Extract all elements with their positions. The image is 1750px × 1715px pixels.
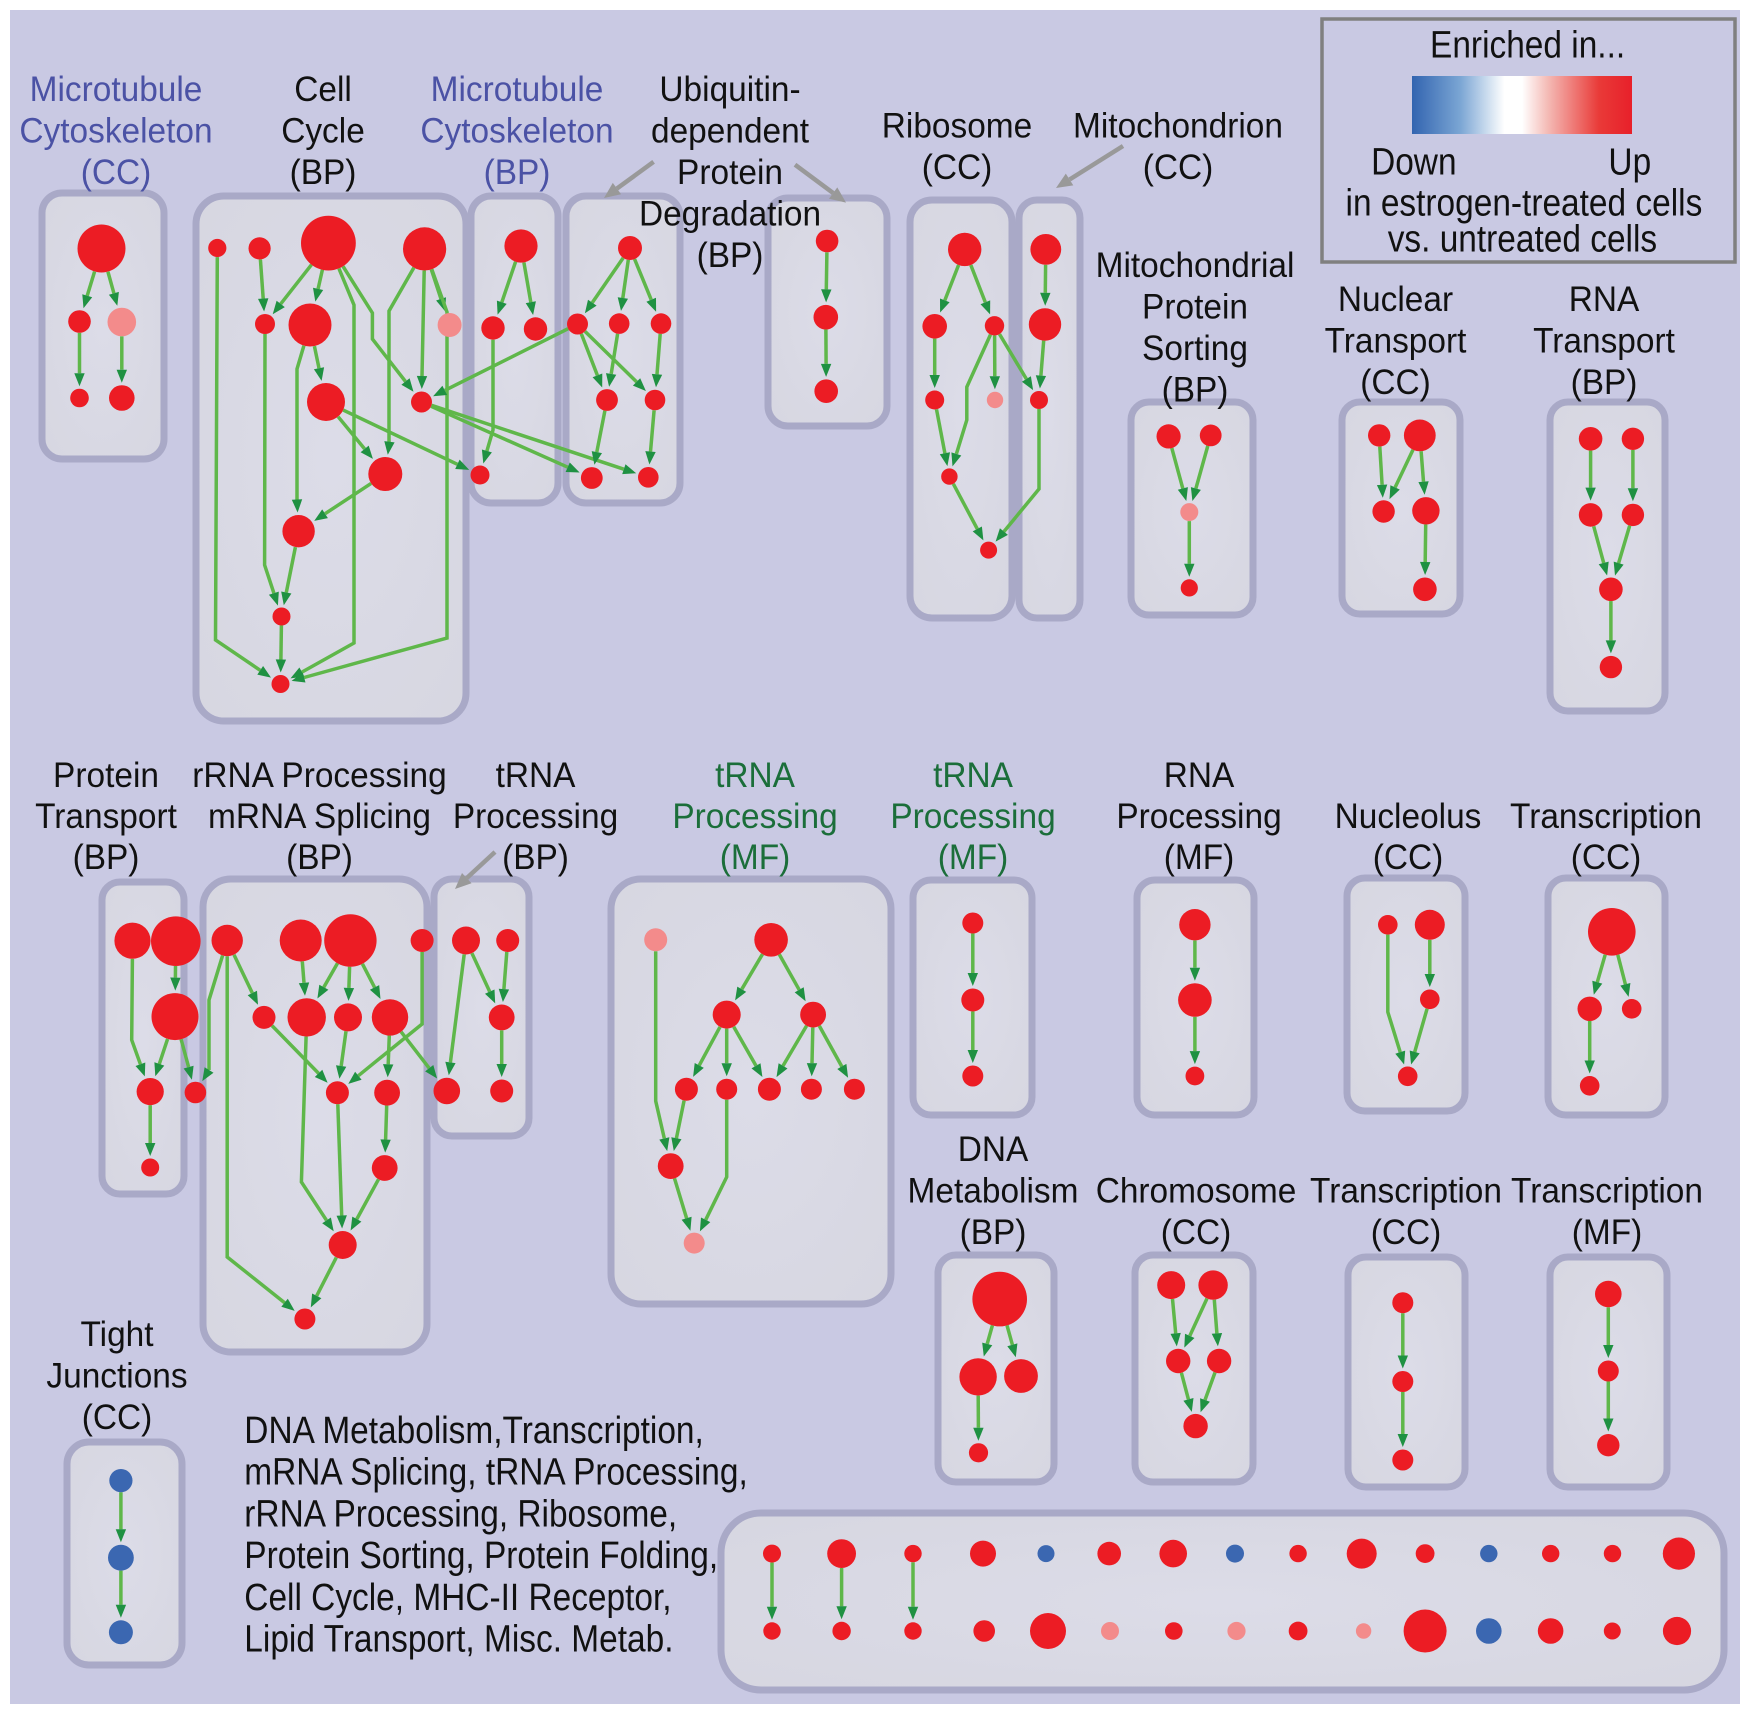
svg-text:Mitochondrial: Mitochondrial bbox=[1096, 246, 1295, 285]
svg-text:(BP): (BP) bbox=[290, 153, 357, 192]
svg-text:Processing: Processing bbox=[672, 797, 837, 836]
svg-text:Ribosome: Ribosome bbox=[882, 107, 1032, 146]
svg-text:Mitochondrion: Mitochondrion bbox=[1073, 107, 1283, 146]
svg-text:in estrogen-treated cells: in estrogen-treated cells bbox=[1346, 181, 1703, 223]
svg-text:mRNA Splicing: mRNA Splicing bbox=[208, 797, 431, 836]
svg-text:Transport: Transport bbox=[35, 797, 177, 836]
svg-text:Down: Down bbox=[1371, 141, 1456, 183]
svg-text:(MF): (MF) bbox=[938, 838, 1009, 877]
svg-text:(BP): (BP) bbox=[484, 153, 551, 192]
svg-text:(BP): (BP) bbox=[286, 838, 353, 877]
svg-text:Cell: Cell bbox=[294, 70, 352, 109]
svg-text:Transport: Transport bbox=[1325, 322, 1467, 361]
svg-text:Processing: Processing bbox=[1116, 797, 1281, 836]
svg-text:Cytoskeleton: Cytoskeleton bbox=[420, 112, 613, 151]
svg-text:RNA: RNA bbox=[1164, 756, 1235, 795]
svg-text:(CC): (CC) bbox=[1161, 1213, 1232, 1252]
svg-text:rRNA Processing: rRNA Processing bbox=[192, 756, 446, 795]
svg-text:Degradation: Degradation bbox=[639, 195, 821, 234]
svg-text:(CC): (CC) bbox=[1373, 838, 1444, 877]
svg-text:Nuclear: Nuclear bbox=[1338, 280, 1453, 319]
svg-text:(MF): (MF) bbox=[1572, 1213, 1643, 1252]
svg-text:(MF): (MF) bbox=[1164, 838, 1235, 877]
svg-text:Protein Sorting, Protein Foldi: Protein Sorting, Protein Folding, bbox=[244, 1534, 718, 1576]
svg-text:mRNA Splicing, tRNA Processing: mRNA Splicing, tRNA Processing, bbox=[244, 1451, 747, 1493]
svg-text:Nucleolus: Nucleolus bbox=[1335, 797, 1482, 836]
svg-text:Processing: Processing bbox=[453, 797, 618, 836]
svg-text:Protein: Protein bbox=[677, 153, 783, 192]
svg-text:tRNA: tRNA bbox=[496, 756, 576, 795]
svg-text:(BP): (BP) bbox=[697, 236, 764, 275]
svg-text:Tight: Tight bbox=[80, 1315, 154, 1354]
svg-text:(BP): (BP) bbox=[73, 838, 140, 877]
svg-text:tRNA: tRNA bbox=[933, 756, 1013, 795]
svg-text:Lipid Transport, Misc. Metab.: Lipid Transport, Misc. Metab. bbox=[244, 1618, 673, 1660]
svg-text:(CC): (CC) bbox=[922, 148, 993, 187]
svg-text:RNA: RNA bbox=[1569, 280, 1640, 319]
svg-text:Transport: Transport bbox=[1533, 322, 1675, 361]
svg-text:Protein: Protein bbox=[53, 756, 159, 795]
svg-text:(CC): (CC) bbox=[1143, 148, 1214, 187]
svg-text:(BP): (BP) bbox=[1571, 363, 1638, 402]
svg-text:rRNA Processing, Ribosome,: rRNA Processing, Ribosome, bbox=[244, 1492, 677, 1534]
svg-text:(CC): (CC) bbox=[1371, 1213, 1442, 1252]
svg-text:tRNA: tRNA bbox=[715, 756, 795, 795]
svg-text:dependent: dependent bbox=[651, 112, 809, 151]
svg-text:Sorting: Sorting bbox=[1142, 329, 1248, 368]
svg-text:Enriched in...: Enriched in... bbox=[1430, 24, 1625, 66]
svg-text:Cycle: Cycle bbox=[281, 112, 365, 151]
svg-text:Protein: Protein bbox=[1142, 288, 1248, 327]
svg-text:Transcription: Transcription bbox=[1511, 1172, 1703, 1211]
svg-text:Metabolism: Metabolism bbox=[908, 1172, 1079, 1211]
svg-text:DNA Metabolism,Transcription,: DNA Metabolism,Transcription, bbox=[244, 1409, 703, 1451]
svg-text:Microtubule: Microtubule bbox=[431, 70, 604, 109]
svg-text:Cell Cycle, MHC-II Receptor,: Cell Cycle, MHC-II Receptor, bbox=[244, 1576, 671, 1618]
svg-text:vs. untreated cells: vs. untreated cells bbox=[1388, 217, 1657, 259]
svg-text:(BP): (BP) bbox=[502, 838, 569, 877]
svg-text:Junctions: Junctions bbox=[46, 1357, 187, 1396]
svg-text:Microtubule: Microtubule bbox=[30, 70, 203, 109]
svg-text:(CC): (CC) bbox=[82, 1398, 153, 1437]
svg-text:(BP): (BP) bbox=[1162, 371, 1229, 410]
svg-text:Up: Up bbox=[1608, 141, 1651, 183]
svg-text:(CC): (CC) bbox=[1360, 363, 1431, 402]
svg-text:Transcription: Transcription bbox=[1310, 1172, 1502, 1211]
svg-text:DNA: DNA bbox=[958, 1130, 1029, 1169]
svg-text:(CC): (CC) bbox=[1571, 838, 1642, 877]
svg-text:Processing: Processing bbox=[890, 797, 1055, 836]
svg-text:Transcription: Transcription bbox=[1510, 797, 1702, 836]
svg-text:(CC): (CC) bbox=[81, 153, 152, 192]
svg-text:Ubiquitin-: Ubiquitin- bbox=[659, 70, 800, 109]
svg-text:(BP): (BP) bbox=[960, 1213, 1027, 1252]
svg-text:Chromosome: Chromosome bbox=[1096, 1172, 1297, 1211]
svg-text:Cytoskeleton: Cytoskeleton bbox=[19, 112, 212, 151]
svg-text:(MF): (MF) bbox=[720, 838, 791, 877]
